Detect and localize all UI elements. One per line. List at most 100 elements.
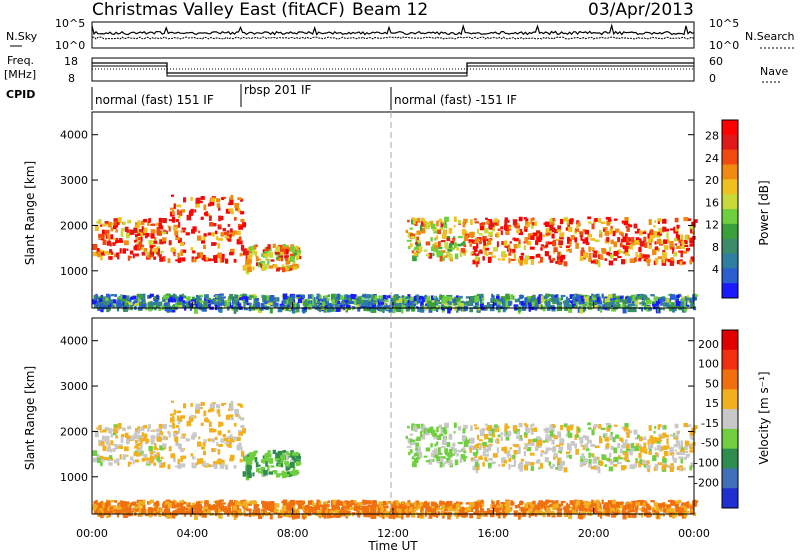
power-cell	[638, 257, 642, 262]
power-cell	[202, 236, 206, 241]
velocity-cell	[211, 438, 215, 443]
power-cell	[644, 242, 648, 249]
velocity-cell	[446, 457, 451, 463]
velocity-cell	[249, 452, 254, 459]
velocity-cell	[660, 508, 664, 512]
power-cell	[613, 241, 618, 248]
cpid-label: CPID	[6, 88, 35, 101]
velocity-cell	[692, 500, 697, 507]
power-cell	[194, 307, 198, 314]
velocity-cell	[463, 441, 469, 447]
velocity-cell	[592, 458, 598, 464]
velocity-cell	[518, 422, 523, 428]
power-cell	[143, 298, 146, 304]
power-cell	[382, 307, 385, 314]
power-cell	[551, 218, 555, 221]
power-cell	[307, 294, 313, 299]
velocity-cell	[124, 432, 129, 438]
power-cell	[482, 238, 485, 243]
velocity-cell	[144, 441, 148, 445]
power-cell	[547, 229, 552, 235]
velocity-cell	[434, 448, 438, 454]
velocity-cell	[457, 425, 462, 430]
velocity-cell	[129, 505, 132, 508]
velocity-cell	[180, 415, 186, 419]
power-cell	[288, 266, 293, 271]
velocity-cell	[133, 506, 138, 509]
power-cell	[116, 303, 121, 309]
velocity-cell	[461, 435, 466, 441]
velocity-cell	[290, 500, 295, 506]
power-cell	[371, 294, 377, 299]
velocity-cell	[331, 505, 337, 511]
x-tick-label: 12:00	[377, 527, 409, 540]
velocity-cell	[100, 509, 104, 516]
power-cell	[103, 302, 106, 305]
velocity-cell	[580, 441, 583, 447]
velocity-cell	[195, 403, 201, 409]
power-cell	[530, 298, 535, 303]
velocity-cell	[646, 460, 650, 464]
power-cell	[606, 236, 610, 242]
velocity-cell	[353, 500, 357, 503]
velocity-cell	[135, 452, 141, 457]
velocity-cell	[669, 512, 675, 518]
power-cell	[154, 299, 159, 303]
power-cell	[237, 303, 241, 309]
power-cell	[180, 230, 186, 233]
power-cell	[211, 242, 216, 246]
velocity-cell	[505, 451, 509, 454]
velocity-cell	[494, 424, 498, 428]
velocity-cell	[264, 505, 269, 510]
power-cell	[234, 305, 239, 312]
velocity-cell	[520, 458, 525, 462]
power-cell	[509, 248, 512, 253]
velocity-cell	[288, 472, 293, 477]
colorbar-tick-label: -50	[701, 437, 719, 450]
power-cell	[174, 296, 179, 301]
velocity-cell	[427, 505, 432, 508]
velocity-cell	[540, 506, 544, 510]
velocity-cell	[170, 453, 175, 459]
velocity-cell	[689, 430, 694, 437]
velocity-cell	[208, 507, 212, 512]
power-cell	[218, 207, 221, 211]
power-cell	[181, 249, 187, 253]
velocity-cell	[565, 509, 570, 514]
power-cell	[503, 254, 508, 258]
velocity-cell	[152, 508, 157, 512]
velocity-cell	[659, 439, 663, 442]
power-cell	[247, 297, 252, 300]
power-cell	[545, 244, 549, 248]
power-cell	[369, 300, 375, 306]
velocity-cell	[341, 506, 345, 511]
velocity-cell	[558, 446, 564, 452]
velocity-cell	[92, 457, 98, 463]
power-cell	[539, 304, 543, 310]
power-cell	[569, 240, 572, 247]
velocity-cell	[418, 452, 423, 458]
velocity-cell	[307, 509, 311, 513]
power-cell	[405, 229, 408, 234]
power-cell	[113, 238, 117, 241]
velocity-cell	[504, 504, 507, 508]
power-cell	[224, 299, 227, 303]
velocity-cell	[307, 500, 313, 505]
power-cell	[173, 251, 176, 257]
velocity-cell	[115, 458, 120, 464]
velocity-cell	[653, 430, 656, 434]
power-cell	[141, 251, 146, 256]
velocity-cell	[655, 452, 658, 456]
velocity-cell	[174, 500, 177, 505]
power-cell	[266, 246, 271, 250]
power-cell	[137, 297, 141, 303]
velocity-cell	[512, 425, 518, 431]
velocity-cell	[102, 445, 107, 452]
freq-trace	[92, 62, 694, 74]
velocity-cell	[436, 441, 439, 446]
power-cell	[229, 248, 235, 254]
power-cell	[177, 237, 182, 244]
power-cell	[606, 220, 611, 226]
power-cell	[249, 252, 252, 256]
